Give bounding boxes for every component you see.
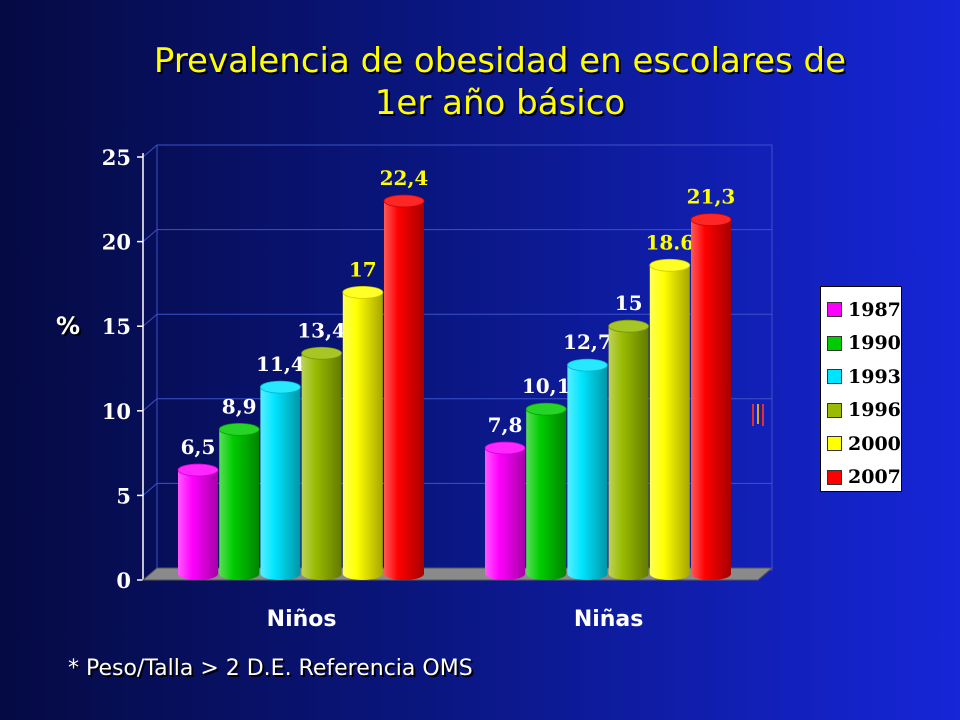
gridline-side-10: [142, 398, 158, 412]
gridline-side-15: [142, 313, 158, 327]
x-tick-label-0: Niños: [267, 607, 337, 632]
data-label-1996-niños: 13,4: [297, 318, 346, 342]
chart-legend: 1987 1990 1993 1996 2000 2007: [820, 286, 902, 492]
bar-top-2000-niños: [342, 285, 384, 299]
gridline-side-20: [142, 229, 158, 242]
bar-1993-niños: [260, 387, 301, 580]
decorative-marker: [752, 404, 764, 426]
y-tick-label-25: 25: [102, 145, 131, 170]
gridline-side-5: [142, 483, 158, 496]
bar-top-1987-niñas: [484, 441, 526, 455]
legend-label-1990: 1990: [848, 332, 901, 355]
y-tick-label-15: 15: [102, 314, 131, 339]
bar-top-1993-niñas: [567, 358, 608, 372]
data-label-1993-niños: 11,4: [256, 352, 305, 376]
legend-item-2000: 2000: [827, 427, 901, 461]
bar-top-1990-niñas: [525, 402, 567, 416]
y-axis-label: %: [56, 312, 81, 340]
legend-item-1990: 1990: [827, 327, 901, 361]
bar-2000-niñas: [649, 265, 690, 580]
data-label-1993-niñas: 12,7: [563, 330, 612, 354]
data-label-1990-niñas: 10,1: [522, 374, 571, 398]
legend-item-2007: 2007: [827, 461, 901, 495]
bar-2000-niños: [342, 292, 383, 580]
legend-swatch-2007: [827, 469, 842, 485]
chart-title-line-1: Prevalencia de obesidad en escolares de: [153, 41, 847, 81]
data-label-1990-niños: 8,9: [222, 394, 257, 418]
bar-1990-niñas: [526, 409, 567, 580]
y-tick-label-20: 20: [102, 230, 131, 255]
data-label-1987-niños: 6,5: [181, 435, 216, 459]
bar-top-2007-niñas: [690, 213, 732, 227]
bar-2007-niñas: [691, 219, 731, 580]
legend-label-1993: 1993: [848, 365, 901, 388]
bar-top-2000-niñas: [649, 258, 691, 272]
legend-label-2000: 2000: [848, 432, 901, 455]
bar-top-1987-niños: [177, 463, 219, 477]
data-label-1996-niñas: 15: [615, 291, 643, 315]
data-label-2000-niños: 17: [349, 257, 377, 281]
bar-1993-niñas: [567, 365, 608, 580]
chart-title-line-2: 1er año básico: [374, 83, 626, 123]
legend-swatch-1996: [827, 402, 842, 418]
gridline-side-25: [142, 144, 158, 158]
footnote: * Peso/Talla > 2 D.E. Referencia OMS: [68, 656, 473, 681]
bar-top-1996-niñas: [608, 319, 649, 333]
data-label-1987-niñas: 7,8: [488, 413, 523, 437]
bar-top-1990-niños: [218, 423, 260, 436]
data-label-2007-niños: 22,4: [380, 166, 429, 190]
bar-top-1996-niños: [301, 346, 343, 360]
bar-1996-niños: [301, 353, 342, 580]
legend-label-1996: 1996: [848, 399, 901, 422]
y-tick-label-10: 10: [102, 399, 131, 424]
bar-1990-niños: [219, 429, 260, 580]
bar-1996-niñas: [608, 326, 649, 580]
y-tick-label-5: 5: [116, 483, 131, 508]
bar-top-2007-niños: [383, 194, 425, 208]
bar-top-1993-niños: [259, 380, 301, 394]
data-label-2007-niñas: 21,3: [687, 185, 736, 209]
legend-swatch-2000: [827, 436, 842, 452]
legend-swatch-1993: [827, 369, 842, 385]
bar-2007-niños: [384, 200, 424, 580]
legend-label-1987: 1987: [848, 298, 901, 321]
legend-swatch-1990: [827, 335, 842, 351]
data-label-2000-niñas: 18.6: [645, 230, 694, 254]
x-tick-label-1: Niñas: [574, 607, 644, 632]
legend-item-1987: 1987: [827, 293, 901, 327]
legend-item-1993: 1993: [827, 360, 901, 394]
legend-swatch-1987: [827, 302, 842, 318]
legend-label-2007: 2007: [848, 466, 901, 489]
y-tick-label-0: 0: [116, 568, 131, 593]
bar-1987-niñas: [485, 448, 525, 580]
bar-1987-niños: [178, 470, 218, 580]
chart-title: Prevalencia de obesidad en escolares de …: [120, 40, 880, 124]
legend-item-1996: 1996: [827, 394, 901, 428]
